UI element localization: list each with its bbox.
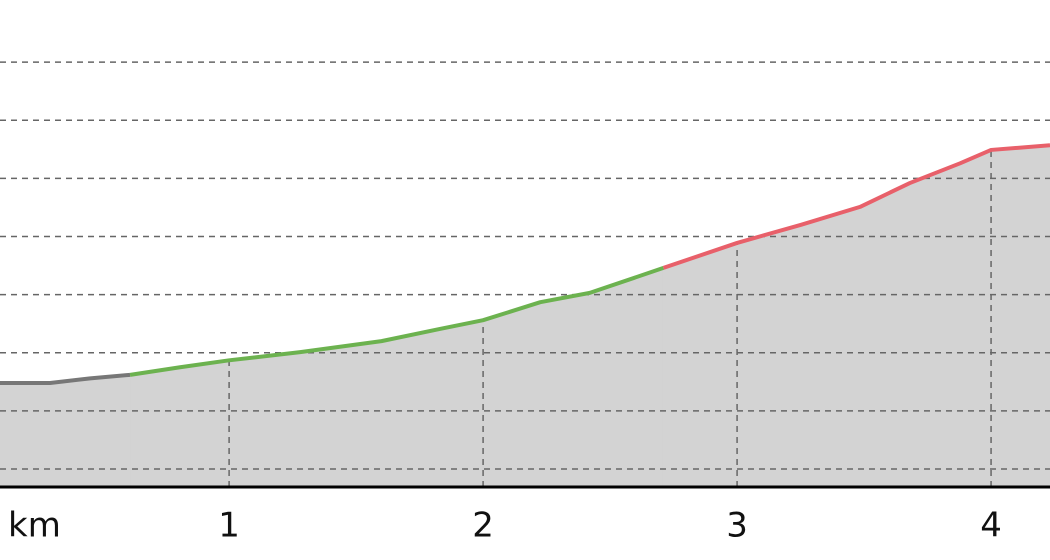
profile-line <box>0 372 131 385</box>
profile-line <box>662 143 1050 270</box>
area <box>0 374 131 488</box>
x-axis-label: km <box>8 506 61 546</box>
area <box>662 144 1050 488</box>
profile-line <box>129 266 665 377</box>
x-tick-label: 4 <box>980 506 1002 546</box>
x-tick-label: 1 <box>218 506 240 546</box>
x-tick-label: 3 <box>726 506 748 546</box>
x-tick-label: 2 <box>472 506 494 546</box>
area <box>129 267 664 488</box>
